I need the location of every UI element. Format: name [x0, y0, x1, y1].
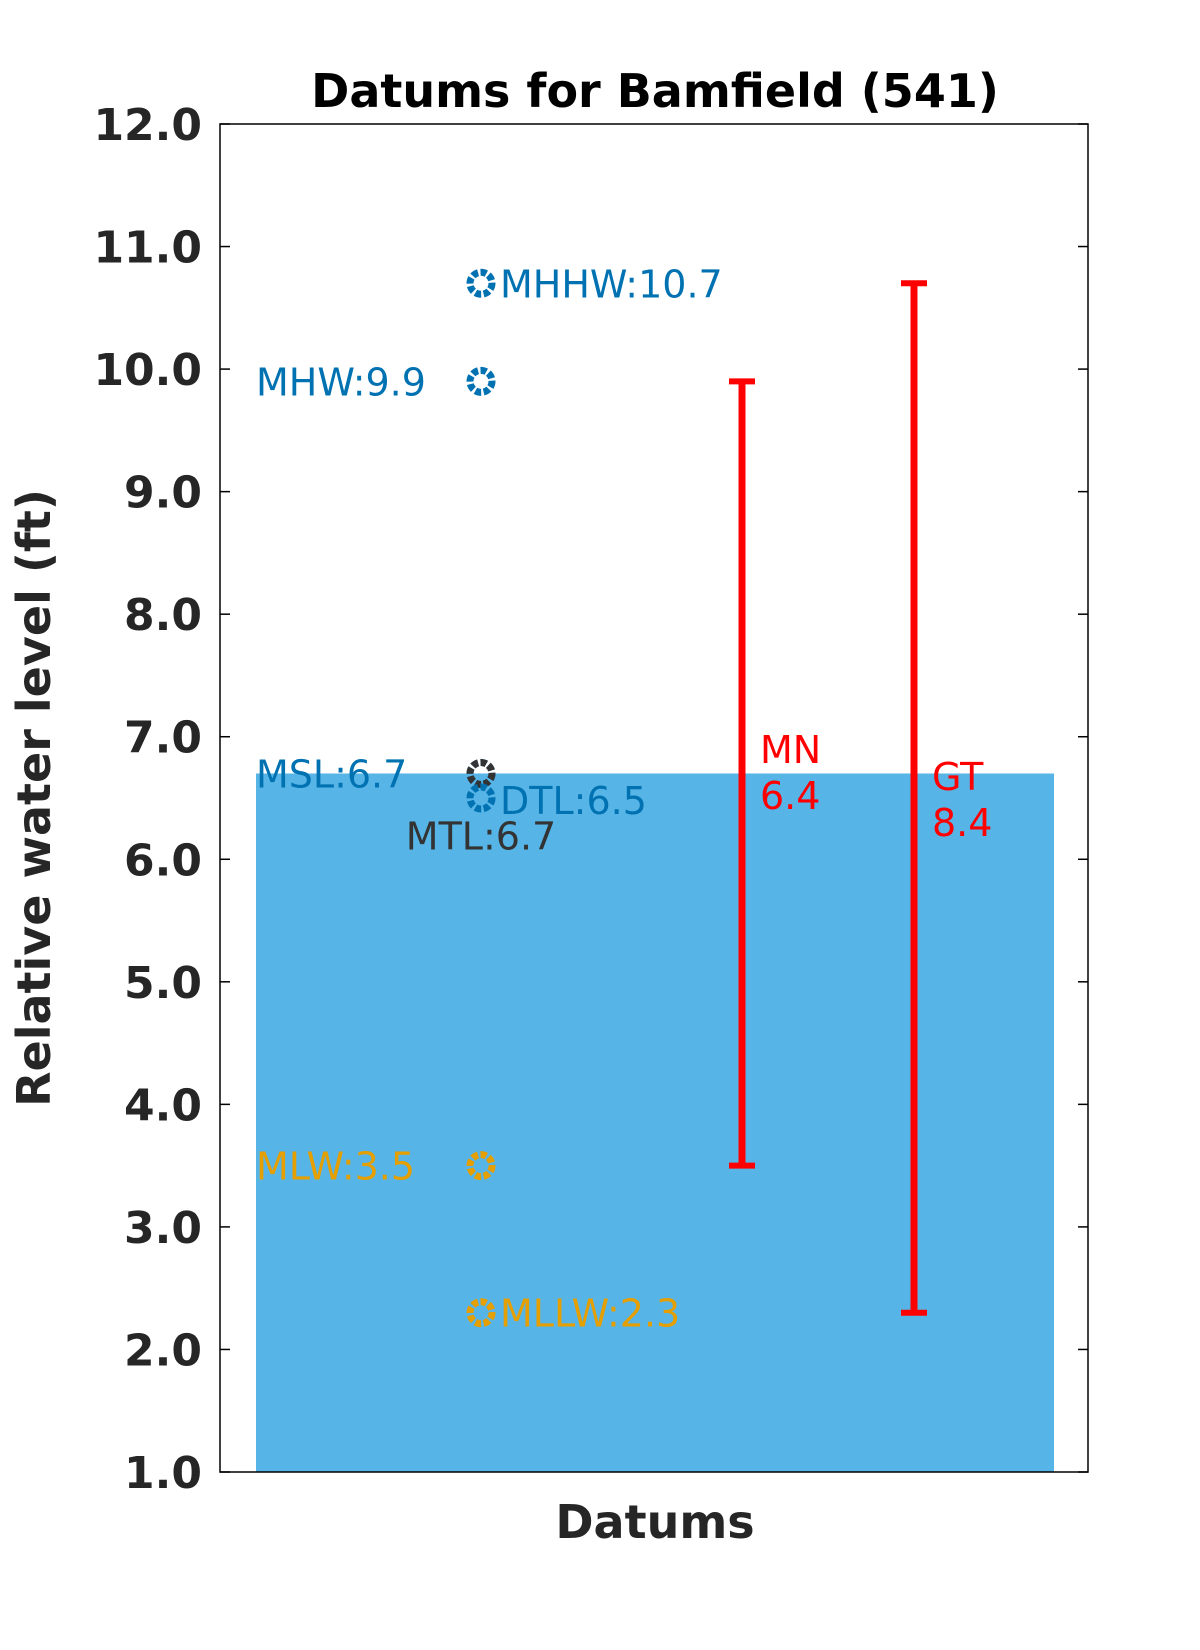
datum-mhhw: MHHW:10.7 [466, 262, 723, 306]
y-tick-label: 2.0 [124, 1325, 202, 1376]
datum-marker [466, 1151, 496, 1181]
range-name-label: GT [932, 755, 984, 799]
datum-marker [466, 1298, 496, 1328]
datum-label: MHW:9.9 [256, 360, 426, 404]
datum-dtl: DTL:6.5 [466, 779, 647, 823]
y-tick-label: 11.0 [93, 223, 202, 274]
range-name-label: MN [760, 728, 821, 772]
datum-label: MTL:6.7 [406, 814, 556, 858]
datum-mhw: MHW:9.9 [256, 360, 496, 404]
y-tick-label: 8.0 [124, 590, 202, 641]
y-tick-label: 5.0 [124, 958, 202, 1009]
range-gt: GT8.4 [901, 280, 992, 1316]
y-tick-label: 12.0 [93, 100, 202, 151]
background-bar [256, 773, 1054, 1472]
y-tick-label: 3.0 [124, 1203, 202, 1254]
y-tick-label: 10.0 [93, 345, 202, 396]
y-tick-label: 4.0 [124, 1080, 202, 1131]
y-tick-label: 1.0 [124, 1448, 202, 1499]
datum-mllw: MLLW:2.3 [466, 1292, 680, 1336]
datum-label: MHHW:10.7 [500, 262, 723, 306]
datum-mtl: MTL:6.7 [406, 758, 556, 858]
datum-label: MLW:3.5 [256, 1145, 415, 1189]
plot-frame [219, 123, 1089, 1473]
range-value-label: 6.4 [760, 774, 820, 818]
range-mn: MN6.4 [729, 378, 821, 1169]
y-tick-label: 6.0 [124, 835, 202, 886]
x-axis-label: Datums [555, 1495, 754, 1549]
range-value-label: 8.4 [932, 801, 992, 845]
y-tick-label: 9.0 [124, 468, 202, 519]
datum-label: DTL:6.5 [500, 779, 647, 823]
y-axis-label: Relative water level (ft) [7, 489, 61, 1107]
chart-title: Datums for Bamfield (541) [311, 64, 999, 118]
datum-marker [466, 783, 496, 813]
datum-marker [466, 268, 496, 298]
y-tick-label: 7.0 [124, 713, 202, 764]
datum-msl: MSL:6.7 [256, 752, 496, 796]
datum-marker [466, 366, 496, 396]
datum-mlw: MLW:3.5 [256, 1145, 496, 1189]
datum-label: MLLW:2.3 [500, 1292, 680, 1336]
datum-label: MSL:6.7 [256, 752, 407, 796]
